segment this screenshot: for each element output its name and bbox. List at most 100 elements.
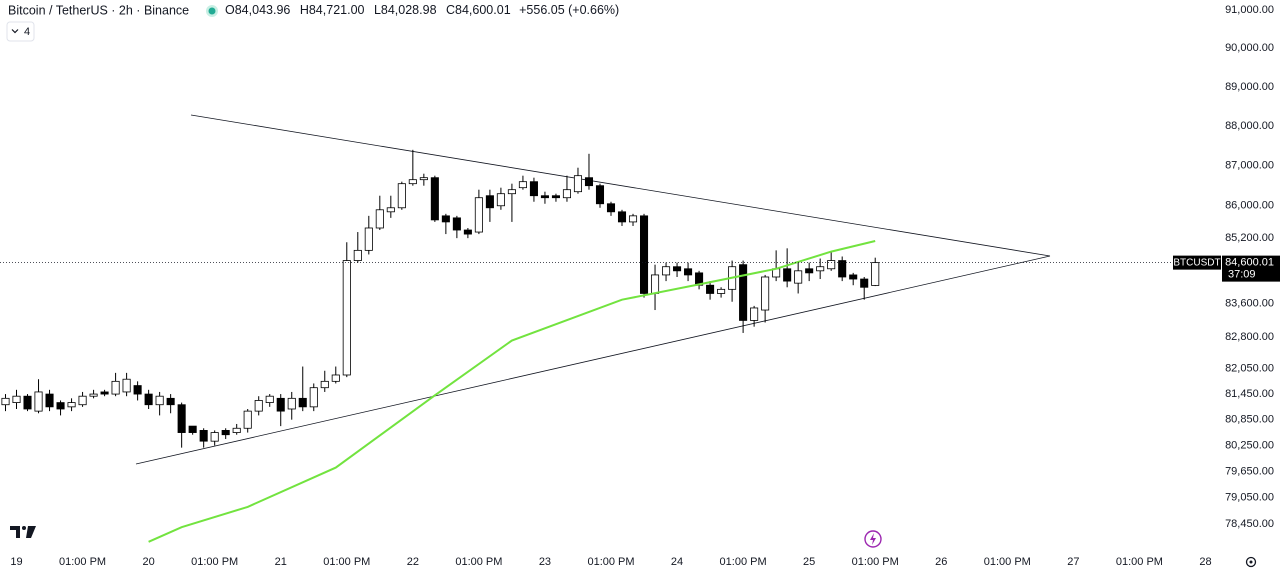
moving-average xyxy=(148,240,876,543)
candle-body xyxy=(67,402,76,408)
y-tick-label: 81,450.00 xyxy=(1225,388,1274,400)
candle-body xyxy=(155,395,164,406)
ohlc-key: O xyxy=(225,3,235,17)
settings-icon-center xyxy=(1249,560,1253,564)
candle-body xyxy=(1,397,10,406)
settings-icon[interactable] xyxy=(1245,556,1257,568)
candle-body xyxy=(651,274,660,294)
events-icon[interactable] xyxy=(864,530,882,548)
candle-body xyxy=(838,260,847,278)
y-tick-label: 86,000.00 xyxy=(1225,200,1274,212)
candle-body xyxy=(441,215,450,223)
candle-body xyxy=(474,197,483,233)
candle-body xyxy=(386,207,395,213)
candle-body xyxy=(12,395,21,403)
ohlc-key: C xyxy=(446,3,455,17)
ohlc-value: 84,028.98 xyxy=(381,3,437,17)
y-tick-label: 79,050.00 xyxy=(1225,492,1274,504)
logo-part xyxy=(26,526,36,538)
candle-body xyxy=(485,195,494,209)
x-tick-label: 25 xyxy=(803,556,815,568)
ohlc-value: 84,043.96 xyxy=(235,3,291,17)
candle-body xyxy=(232,427,241,433)
candle-body xyxy=(739,264,748,321)
x-tick-label: 21 xyxy=(275,556,287,568)
candle-body xyxy=(199,430,208,442)
x-tick-label: 19 xyxy=(10,556,22,568)
candle-body xyxy=(717,288,726,294)
candle-body xyxy=(617,211,627,223)
x-tick-label: 01:00 PM xyxy=(191,556,238,568)
ohlc-value: 84,600.01 xyxy=(455,3,511,17)
x-tick-label: 01:00 PM xyxy=(720,556,767,568)
y-tick-label: 80,850.00 xyxy=(1225,414,1274,426)
candle-body xyxy=(430,177,439,221)
x-tick-label: 01:00 PM xyxy=(984,556,1031,568)
status-dot xyxy=(208,7,216,15)
y-tick-label: 91,000.00 xyxy=(1225,4,1274,16)
candle-body xyxy=(276,397,285,412)
x-tick-label: 01:00 PM xyxy=(455,556,502,568)
candle-body xyxy=(573,175,583,193)
y-tick-label: 82,050.00 xyxy=(1225,363,1274,375)
candle-body xyxy=(849,274,858,280)
candle-body xyxy=(706,284,715,294)
candle-body xyxy=(518,181,527,189)
y-tick-label: 83,600.00 xyxy=(1225,298,1274,310)
ohlc-value: 84,721.00 xyxy=(309,3,365,17)
y-tick-label: 82,800.00 xyxy=(1225,331,1274,343)
candle-body xyxy=(639,215,649,294)
indicators-toggle[interactable] xyxy=(6,21,35,42)
candle-body xyxy=(408,179,417,185)
candle-body xyxy=(243,410,252,429)
candle-body xyxy=(794,270,803,284)
candle-body xyxy=(628,215,638,223)
ohlc-legend: O84,043.96 H84,721.00 L84,028.98 C84,600… xyxy=(225,3,619,17)
symbol-title: Bitcoin / TetherUS · 2h · Binance xyxy=(8,3,189,17)
candle-body xyxy=(783,268,792,282)
candle-body xyxy=(45,393,54,408)
candle-body xyxy=(871,262,880,286)
candle-body xyxy=(463,229,472,235)
candle-body xyxy=(221,430,230,436)
candle-body xyxy=(397,183,406,209)
y-tick-label: 89,000.00 xyxy=(1225,81,1274,93)
x-tick-label: 20 xyxy=(142,556,154,568)
symbol-tag-bg xyxy=(1173,255,1221,270)
candle-body xyxy=(673,266,682,272)
trend-line-upper xyxy=(190,114,1051,257)
countdown: 37:09 xyxy=(1228,269,1256,281)
candle-body xyxy=(144,393,153,406)
trend-line-lower xyxy=(135,255,1051,465)
logo-part xyxy=(10,526,20,538)
candle-body xyxy=(23,395,32,410)
candle-body xyxy=(684,268,693,276)
indicators-count: 4 xyxy=(24,26,30,38)
chevron-icon xyxy=(11,29,19,34)
x-tick-label: 24 xyxy=(671,556,683,568)
candle-body xyxy=(761,276,770,311)
price-tag: 84,600.01 xyxy=(1225,257,1274,269)
candle-body xyxy=(265,395,274,403)
candle-body xyxy=(353,249,362,261)
y-tick-label: 85,200.00 xyxy=(1225,232,1274,244)
logo-part xyxy=(22,526,26,530)
y-tick-label: 80,250.00 xyxy=(1225,439,1274,451)
y-tick-label: 78,450.00 xyxy=(1225,518,1274,530)
candle-body xyxy=(529,181,538,197)
x-tick-label: 01:00 PM xyxy=(59,556,106,568)
candle-body xyxy=(309,387,318,408)
candle-body xyxy=(210,432,219,442)
candle-body xyxy=(562,189,571,199)
x-tick-label: 23 xyxy=(539,556,551,568)
candle-body xyxy=(342,260,351,376)
candle-body xyxy=(111,380,120,395)
candle-body xyxy=(805,268,814,274)
candle-body xyxy=(452,217,461,231)
x-tick-label: 01:00 PM xyxy=(323,556,370,568)
candle-body xyxy=(662,266,671,276)
candle-body xyxy=(188,425,197,433)
candle-body xyxy=(606,203,616,213)
ohlc-key: H xyxy=(300,3,309,17)
